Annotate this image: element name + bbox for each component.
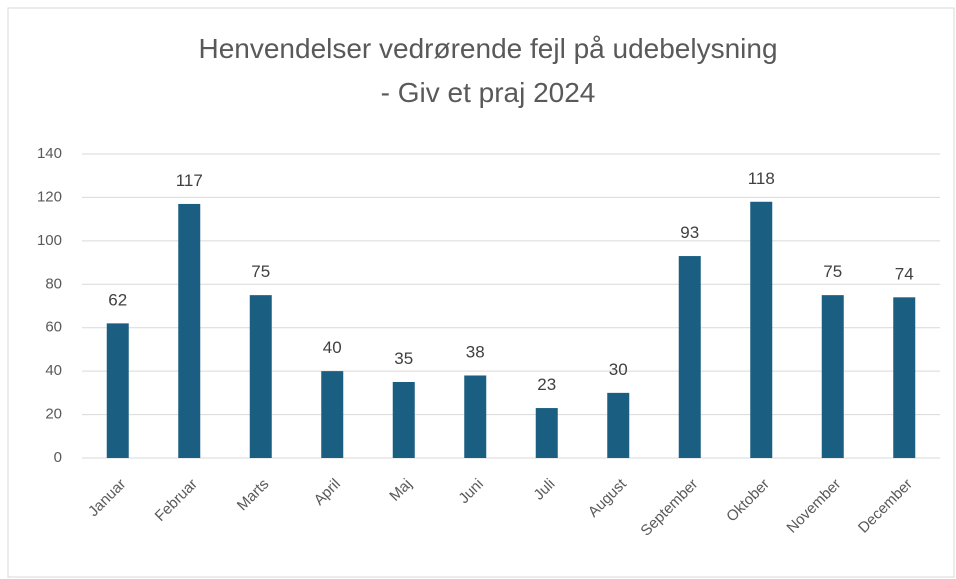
value-label: 93 xyxy=(680,223,699,242)
bar xyxy=(106,323,129,458)
y-tick-label: 140 xyxy=(37,145,62,162)
bar xyxy=(321,371,344,458)
value-label: 118 xyxy=(748,169,775,188)
bar xyxy=(178,203,201,458)
value-label: 75 xyxy=(251,262,270,281)
bar xyxy=(249,295,272,458)
value-label: 23 xyxy=(537,375,556,394)
value-label: 75 xyxy=(823,262,842,281)
bar xyxy=(607,392,630,458)
bar xyxy=(750,201,773,458)
value-label: 30 xyxy=(609,360,628,379)
y-tick-label: 120 xyxy=(37,188,62,205)
y-tick-label: 40 xyxy=(45,362,62,379)
value-label: 35 xyxy=(394,349,413,368)
value-label: 38 xyxy=(466,342,485,361)
y-tick-label: 20 xyxy=(45,406,62,423)
bar xyxy=(535,408,558,458)
y-tick-label: 80 xyxy=(45,275,62,292)
value-label: 40 xyxy=(323,338,342,357)
chart-border xyxy=(7,7,955,578)
value-label: 117 xyxy=(176,171,203,190)
bar xyxy=(678,256,701,458)
y-tick-label: 0 xyxy=(54,449,62,466)
y-tick-label: 100 xyxy=(37,232,62,249)
bar xyxy=(464,375,487,458)
bar xyxy=(821,295,844,458)
chart-subtitle: - Giv et praj 2024 xyxy=(381,77,596,108)
chart-title: Henvendelser vedrørende fejl på udebelys… xyxy=(198,33,777,64)
bar xyxy=(893,297,916,458)
value-label: 62 xyxy=(108,290,127,309)
value-label: 74 xyxy=(895,264,914,283)
bar xyxy=(392,382,415,458)
y-tick-label: 60 xyxy=(45,319,62,336)
